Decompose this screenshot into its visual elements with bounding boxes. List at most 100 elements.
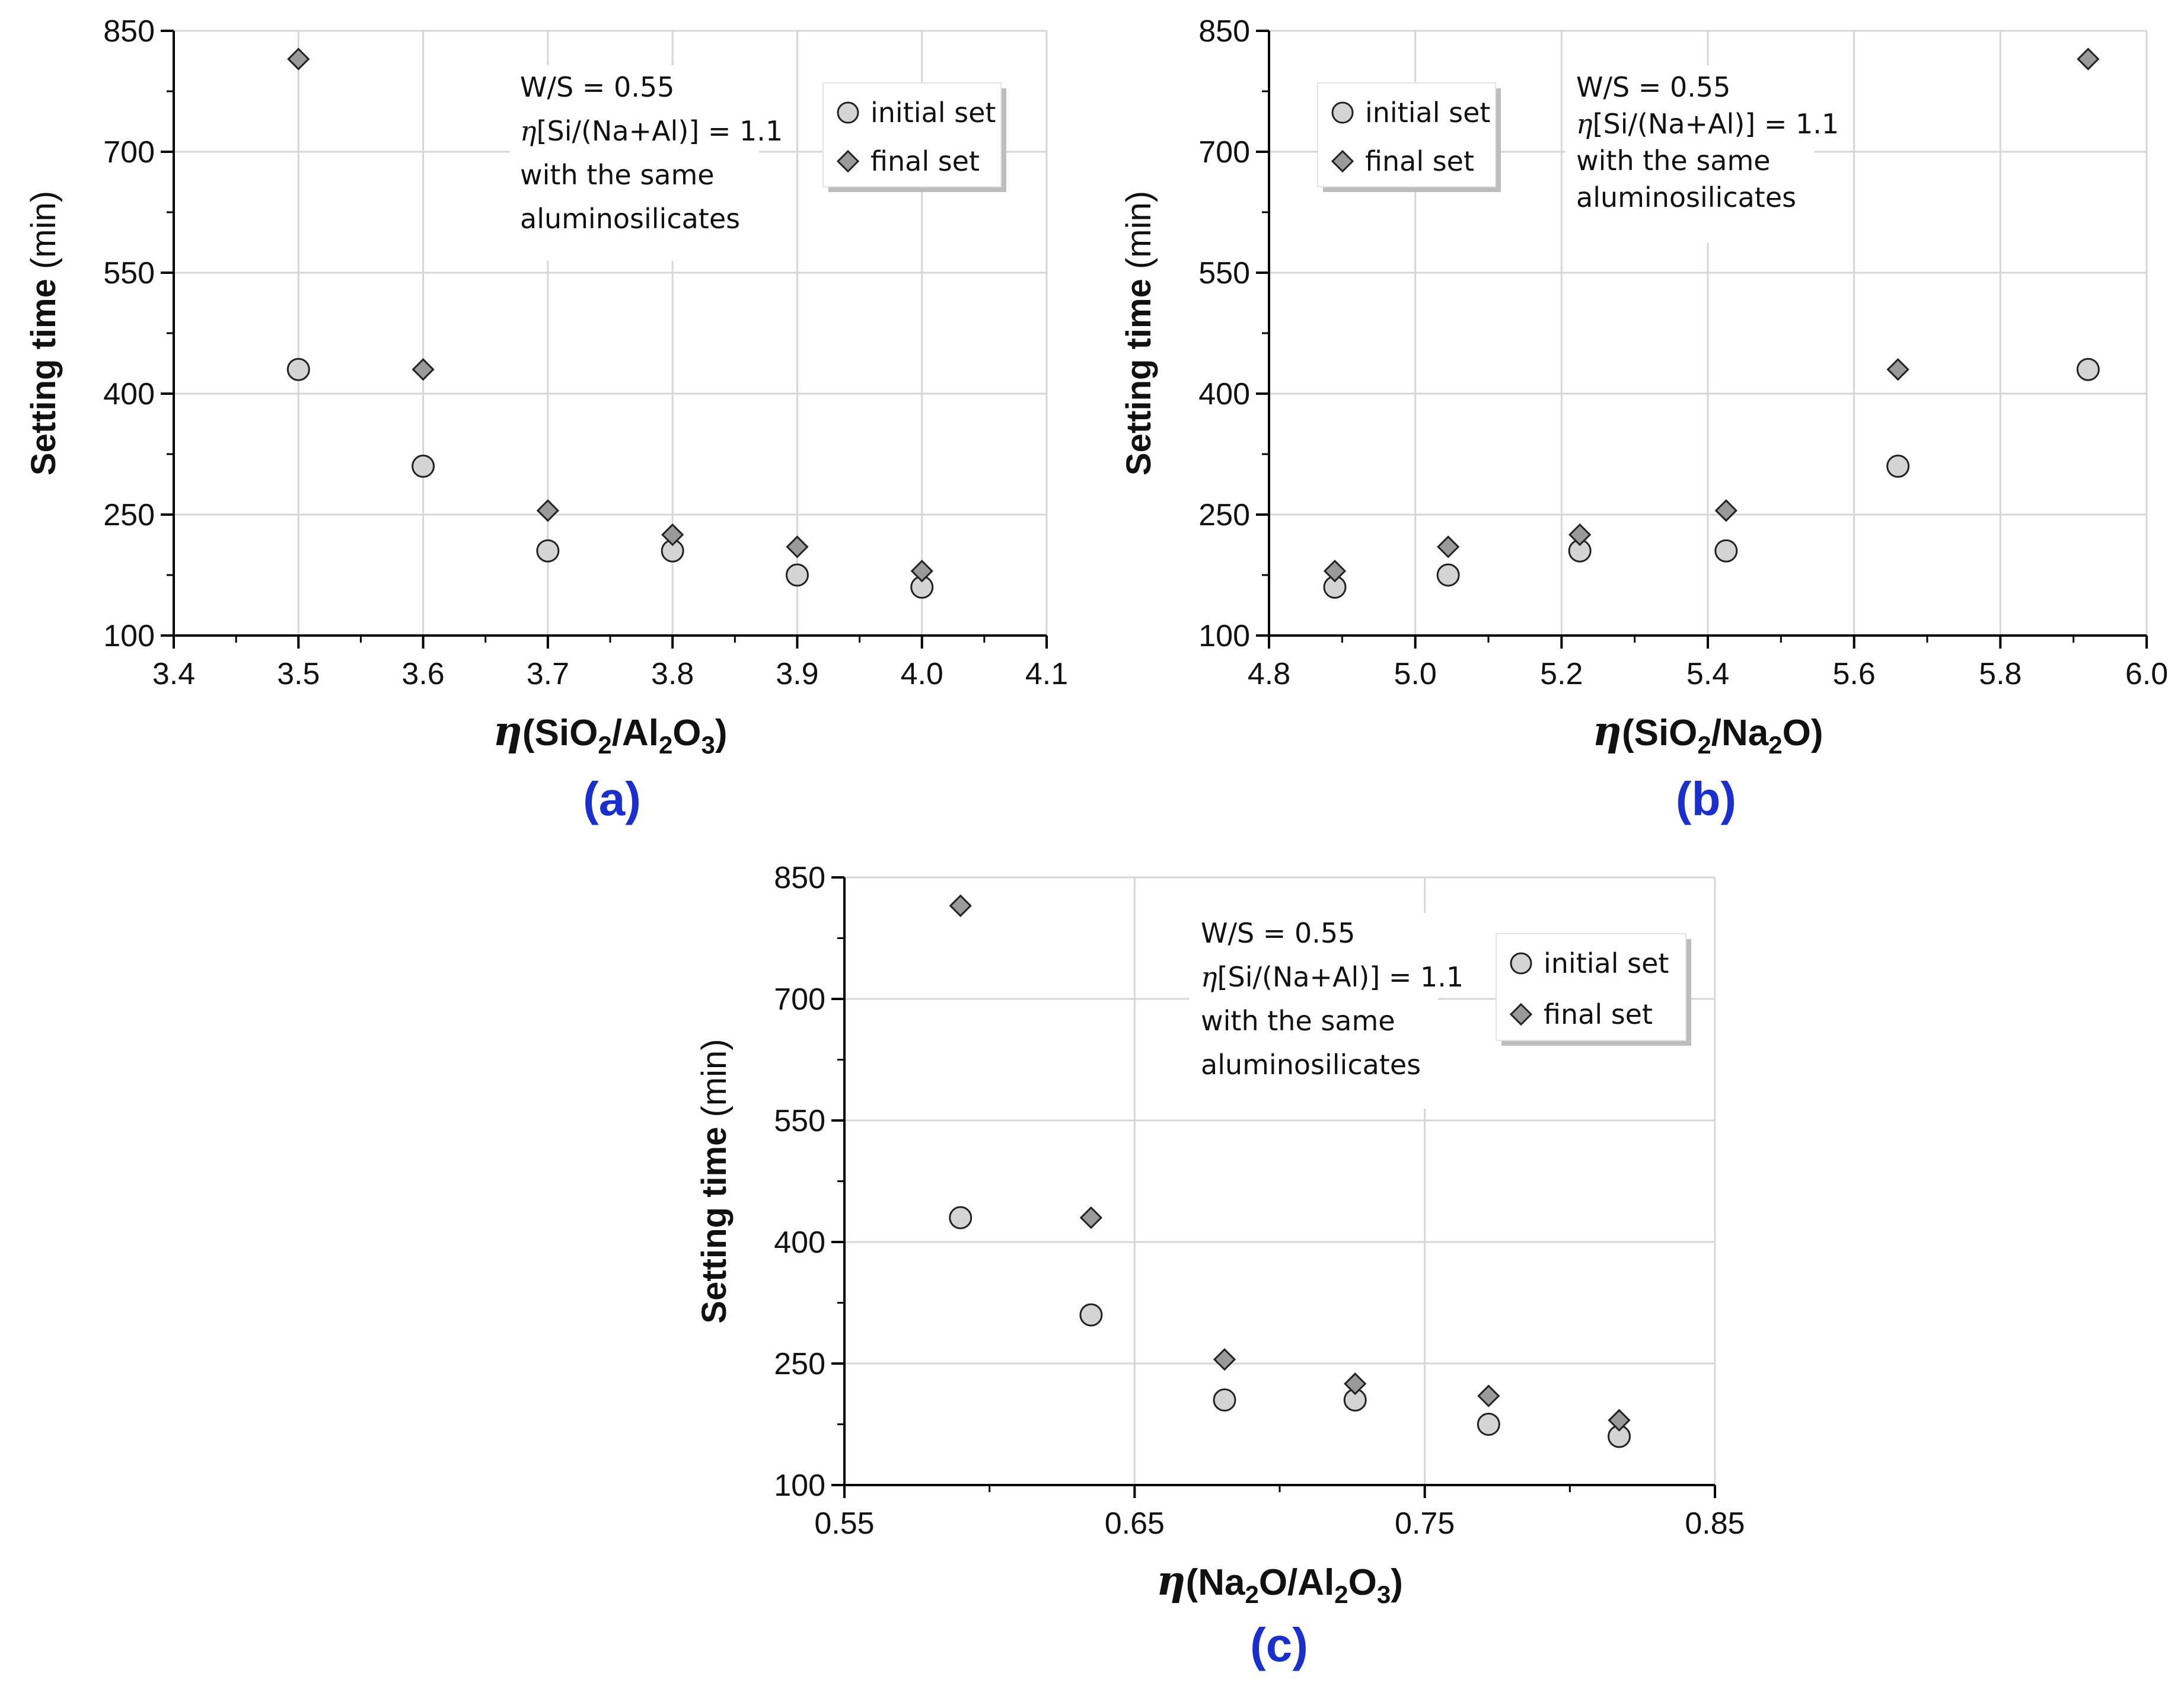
legend-diamond-marker	[1331, 149, 1354, 173]
chart-panel-a: 100 250 400 550 700 850 3.4 3.5 3.6 3.7 3.8 3.9 4.0 4…	[24, 14, 1068, 759]
x-axis-label-subscript: 2	[1334, 1581, 1348, 1608]
final-set-point	[412, 358, 435, 381]
y-tick-label: 550	[103, 256, 155, 290]
y-tick-label: 250	[774, 1347, 825, 1381]
initial-set-point	[785, 563, 809, 587]
y-tick-label: 550	[1198, 256, 1250, 290]
final-set-point	[949, 894, 972, 917]
legend-entry-label: final set	[1365, 145, 1474, 177]
y-tick-label: 700	[103, 135, 155, 170]
x-tick-label: 5.0	[1394, 657, 1437, 691]
initial-set-point	[286, 357, 310, 381]
y-axis-label-unit: (min)	[1120, 191, 1158, 279]
x-tick-label: 0.85	[1685, 1506, 1745, 1541]
legend-circle-marker	[1510, 952, 1532, 975]
legend-box	[1317, 82, 1496, 187]
final-set-point	[1568, 523, 1592, 547]
y-tick-label: 100	[774, 1468, 825, 1503]
x-tick-label: 5.4	[1686, 657, 1729, 691]
x-tick-label: 5.8	[1979, 657, 2022, 691]
annotation-line: aluminosilicates	[1576, 181, 1796, 213]
annotation-text: [Si/(Na+Al)] = 1.1	[537, 115, 783, 147]
x-tick-label: 5.6	[1833, 657, 1876, 691]
legend-entry-label: initial set	[871, 97, 996, 129]
annotation-line: η[Si/(Na+Al)] = 1.1	[1201, 961, 1464, 993]
chart-panel-b: 100 250 400 550 700 850 4.8 5.0 5.2 5.4 5.6 5.8 6.0 S…	[1120, 14, 2168, 759]
y-tick-label: 100	[1198, 619, 1250, 653]
initial-set-point	[1213, 1388, 1236, 1412]
legend-entry-label: final set	[871, 145, 980, 177]
x-axis-label-part: O/Al	[1259, 1562, 1334, 1603]
legend-diamond-marker	[836, 149, 860, 173]
final-set-point	[1079, 1206, 1103, 1230]
initial-set-point	[1436, 563, 1460, 587]
y-axis-label-main: Setting time	[24, 279, 63, 475]
annotation-line: η[Si/(Na+Al)] = 1.1	[520, 115, 783, 147]
y-tick-label: 250	[1198, 498, 1250, 532]
annotation-line: aluminosilicates	[1201, 1049, 1421, 1081]
y-axis-label-main: Setting time	[1120, 279, 1158, 475]
eta-symbol: η	[1201, 961, 1217, 993]
panel-label-c: (c)	[1250, 1618, 1308, 1671]
y-tick-label: 850	[774, 861, 825, 895]
x-axis-label-part: O	[1348, 1562, 1377, 1603]
annotation-line: W/S = 0.55	[1576, 71, 1730, 103]
final-set-point	[661, 523, 684, 547]
x-axis-label-part: )	[1391, 1562, 1403, 1603]
x-tick-label: 0.55	[814, 1506, 874, 1541]
annotation-line: W/S = 0.55	[520, 71, 674, 103]
legend-entry-label: initial set	[1365, 97, 1490, 129]
x-tick-label: 0.65	[1105, 1506, 1165, 1541]
x-tick-label: 6.0	[2125, 657, 2168, 691]
x-tick-label: 4.1	[1025, 657, 1068, 691]
eta-symbol: η	[520, 115, 537, 147]
y-tick-label: 850	[1198, 14, 1250, 49]
x-tick-label: 3.7	[527, 657, 569, 691]
final-set-point	[536, 499, 559, 522]
annotation-text: [Si/(Na+Al)] = 1.1	[1593, 108, 1839, 140]
y-tick-label: 400	[774, 1225, 825, 1260]
y-tick-label: 100	[103, 619, 155, 653]
annotation-line: with the same	[1576, 145, 1771, 177]
initial-set-point	[2076, 357, 2100, 381]
final-set-point	[1714, 499, 1737, 522]
annotation-line: W/S = 0.55	[1201, 917, 1355, 949]
legend-diamond-marker	[1509, 1002, 1533, 1026]
panel-label-a: (a)	[583, 772, 641, 825]
x-tick-label: 4.0	[901, 657, 943, 691]
x-axis-label-subscript: 2	[598, 731, 611, 759]
final-set-point	[1437, 535, 1460, 558]
chart-panel-c: 100 250 400 550 700 850 0.55 0.65 0.75 0.85 Settin…	[695, 861, 1745, 1608]
x-axis-label-part: /Al	[612, 713, 659, 753]
y-tick-label: 550	[774, 1104, 825, 1138]
x-axis-label-subscript: 3	[1377, 1581, 1391, 1608]
x-axis-label: η(SiO2/Al2O3)	[493, 708, 727, 759]
annotation-background	[1189, 913, 1438, 1109]
x-tick-label: 3.8	[651, 657, 694, 691]
x-axis-label-subscript: 2	[1697, 731, 1711, 759]
x-axis-label-subscript: 2	[1768, 731, 1782, 759]
annotation-line: with the same	[520, 159, 715, 191]
x-axis-label-subscript: 2	[659, 731, 672, 759]
annotation-line: with the same	[1201, 1005, 1395, 1037]
final-set-point	[287, 47, 310, 71]
legend-entry-label: initial set	[1544, 947, 1669, 979]
y-tick-label: 250	[103, 498, 155, 532]
x-tick-label: 3.9	[776, 657, 818, 691]
final-set-point	[1886, 358, 1909, 381]
legend-circle-marker	[837, 101, 859, 124]
legend-entry-label: final set	[1544, 998, 1653, 1030]
final-set-point	[2077, 47, 2100, 71]
y-axis-label: Setting time (min)	[1120, 191, 1158, 475]
x-tick-label: 3.4	[152, 657, 195, 691]
x-axis-label-part: (Na	[1186, 1562, 1245, 1603]
y-tick-label: 700	[774, 982, 825, 1017]
x-axis-label-subscript: 3	[702, 731, 715, 759]
annotation-line: η[Si/(Na+Al)] = 1.1	[1576, 108, 1839, 140]
y-axis-label: Setting time (min)	[695, 1039, 734, 1323]
y-axis-label-unit: (min)	[24, 191, 63, 279]
initial-set-point	[536, 539, 560, 563]
x-axis-label-part: )	[715, 713, 728, 753]
x-tick-label: 3.6	[401, 657, 444, 691]
